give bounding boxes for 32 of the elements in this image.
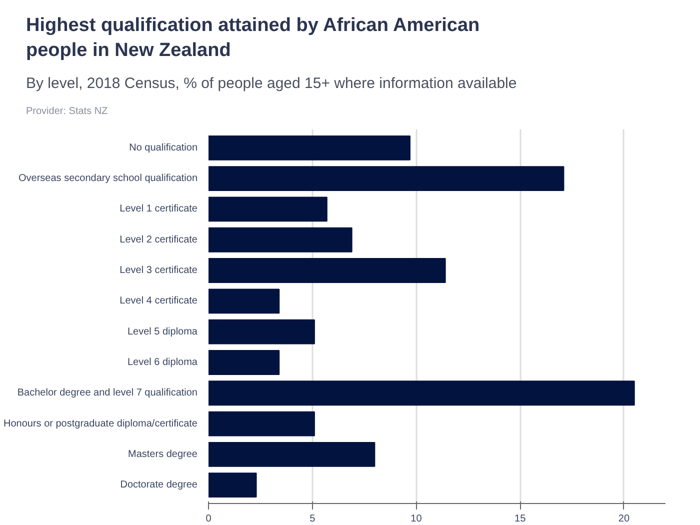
y-tick-label: Honours or postgraduate diploma/certificate xyxy=(4,418,198,430)
y-tick-label: No qualification xyxy=(129,142,198,154)
x-tick-label: 5 xyxy=(310,514,316,525)
x-tick-label: 10 xyxy=(410,514,422,525)
bar xyxy=(208,258,446,284)
bar xyxy=(208,472,257,498)
bar xyxy=(208,411,315,436)
y-tick-label: Bachelor degree and level 7 qualification xyxy=(17,388,198,399)
y-tick-label: Level 3 certificate xyxy=(120,265,198,276)
bar xyxy=(208,442,376,467)
bar xyxy=(208,196,328,222)
x-tick-label: 15 xyxy=(514,514,526,525)
y-tick-label: Overseas secondary school qualification xyxy=(18,173,198,184)
y-tick-label: Level 1 certificate xyxy=(120,204,198,215)
x-tick-label: 20 xyxy=(618,514,630,525)
bar xyxy=(208,350,280,376)
y-tick-label: Doctorate degree xyxy=(120,480,198,491)
y-tick-label: Level 5 diploma xyxy=(127,326,198,338)
y-tick-label: Level 2 certificate xyxy=(120,234,198,246)
y-tick-label: Masters degree xyxy=(128,449,198,460)
bar xyxy=(208,319,315,344)
bar xyxy=(208,227,352,252)
bar xyxy=(208,136,410,160)
bar xyxy=(208,380,635,406)
x-tick-label: 0 xyxy=(206,514,212,525)
bar xyxy=(208,288,280,314)
bar xyxy=(208,166,564,192)
chart-title: Highest qualification attained by African American people in New Zealand xyxy=(26,14,481,63)
y-tick-label: Level 4 certificate xyxy=(120,296,198,307)
y-tick-label: Level 6 diploma xyxy=(127,357,198,368)
chart-subtitle: By level, 2018 Census, % of people aged 15+ where information available xyxy=(26,74,517,94)
text: Provider: Stats NZ xyxy=(26,104,108,119)
